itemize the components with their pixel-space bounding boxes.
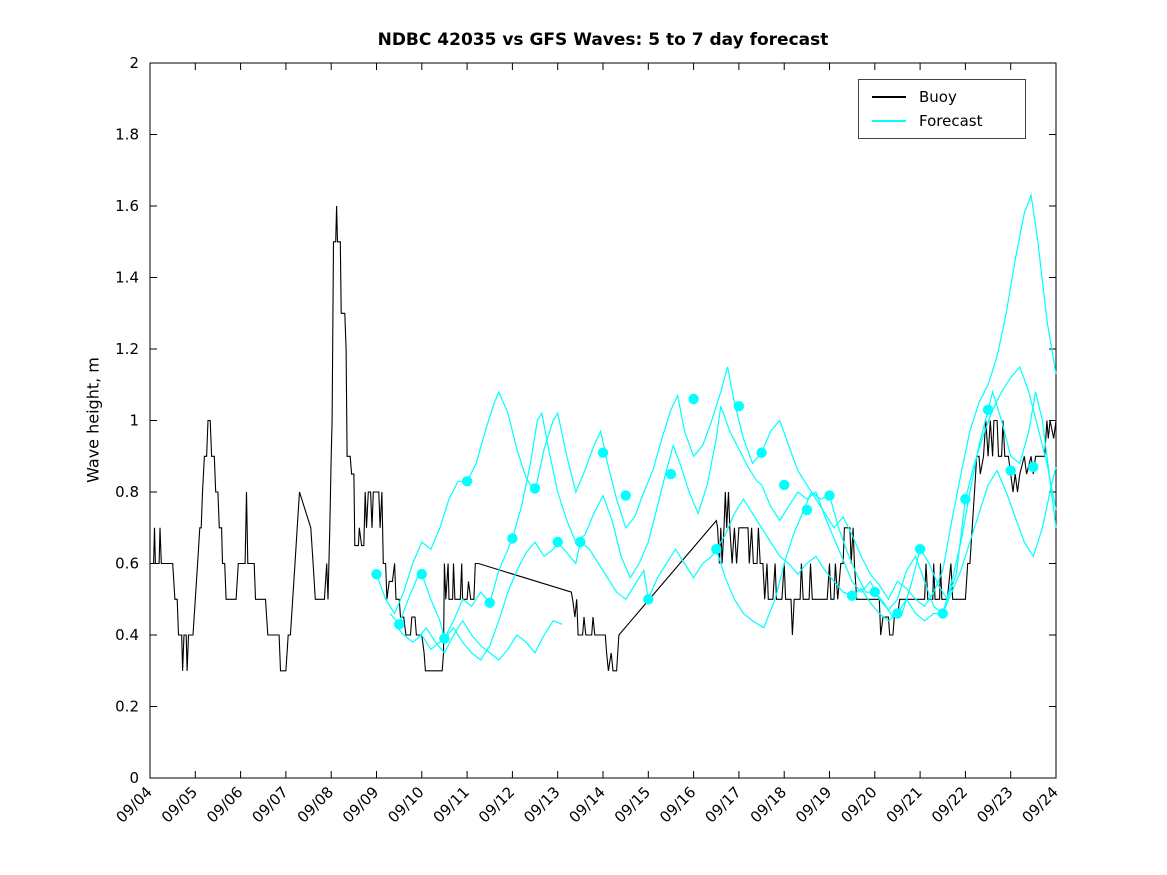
forecast-marker <box>575 536 586 548</box>
forecast-marker <box>824 490 835 501</box>
x-tick-label: 09/17 <box>701 783 744 826</box>
y-tick-label: 0.6 <box>115 555 139 573</box>
x-tick-label: 09/05 <box>158 783 201 826</box>
y-tick-label: 1 <box>129 412 139 430</box>
legend-item-forecast: Forecast <box>859 109 1025 133</box>
forecast-marker <box>665 468 677 480</box>
x-tick-label: 09/08 <box>294 783 337 826</box>
forecast-marker <box>982 404 994 415</box>
forecast-marker <box>552 536 563 548</box>
buoy-line-sample <box>872 96 906 98</box>
x-tick-label: 09/10 <box>384 783 427 826</box>
x-tick-label: 09/24 <box>1019 783 1062 826</box>
forecast-marker <box>688 393 699 405</box>
forecast-marker <box>371 569 382 580</box>
forecast-line-sample <box>872 120 906 122</box>
y-tick-label: 1.2 <box>115 340 139 358</box>
forecast-marker <box>439 633 450 644</box>
forecast-marker <box>620 490 631 501</box>
x-tick-label: 09/14 <box>566 783 609 826</box>
x-tick-label: 09/15 <box>611 783 654 826</box>
x-tick-label: 09/23 <box>973 783 1016 826</box>
x-tick-label: 09/11 <box>430 783 473 826</box>
y-tick-label: 1.8 <box>115 126 139 144</box>
forecast-marker <box>529 483 541 494</box>
y-tick-label: 1.4 <box>115 269 139 287</box>
forecast-marker <box>507 533 518 544</box>
forecast-marker <box>733 401 745 412</box>
forecast-marker <box>756 447 767 458</box>
forecast-marker <box>960 493 971 505</box>
y-tick-label: 0.4 <box>115 626 139 644</box>
forecast-marker <box>711 544 722 555</box>
x-tick-label: 09/18 <box>747 783 790 826</box>
y-tick-label: 0.2 <box>115 698 139 716</box>
x-tick-label: 09/20 <box>837 783 880 826</box>
legend: Buoy Forecast <box>858 79 1026 139</box>
forecast-marker <box>1028 461 1039 473</box>
x-tick-label: 09/16 <box>656 783 699 826</box>
forecast-marker <box>416 569 427 580</box>
forecast-marker <box>394 619 405 630</box>
forecast-series <box>375 192 1057 661</box>
chart-title: NDBC 42035 vs GFS Waves: 5 to 7 day fore… <box>377 30 829 50</box>
legend-item-buoy: Buoy <box>859 85 1025 109</box>
forecast-marker <box>779 479 790 491</box>
x-tick-label: 09/09 <box>339 783 382 826</box>
forecast-marker <box>597 447 609 458</box>
forecast-marker <box>643 594 654 605</box>
x-tick-label: 09/21 <box>883 783 926 826</box>
legend-label-buoy: Buoy <box>919 88 957 106</box>
buoy-series <box>150 205 1057 672</box>
x-tick-label: 09/12 <box>475 783 518 826</box>
forecast-marker <box>846 590 858 601</box>
y-tick-label: 0.8 <box>115 483 139 501</box>
x-tick-label: 09/19 <box>792 783 835 826</box>
forecast-marker <box>484 597 495 608</box>
forecast-marker <box>1005 465 1016 476</box>
y-tick-label: 2 <box>129 54 139 72</box>
forecast-marker <box>937 608 948 619</box>
x-tick-label: 09/13 <box>520 783 563 826</box>
y-tick-label: 0 <box>129 769 139 787</box>
forecast-marker <box>892 608 903 619</box>
y-axis-label: Wave height, m <box>83 357 103 483</box>
forecast-marker <box>801 504 813 516</box>
forecast-marker <box>914 544 926 555</box>
x-tick-label: 09/06 <box>203 783 246 826</box>
forecast-marker <box>461 476 473 487</box>
forecast-markers <box>371 393 1039 644</box>
x-tick-label: 09/22 <box>928 783 971 826</box>
y-tick-label: 1.6 <box>115 197 139 215</box>
x-tick-label: 09/04 <box>113 783 156 826</box>
x-tick-label: 09/07 <box>248 783 291 826</box>
forecast-marker <box>869 586 880 598</box>
legend-label-forecast: Forecast <box>919 112 983 130</box>
